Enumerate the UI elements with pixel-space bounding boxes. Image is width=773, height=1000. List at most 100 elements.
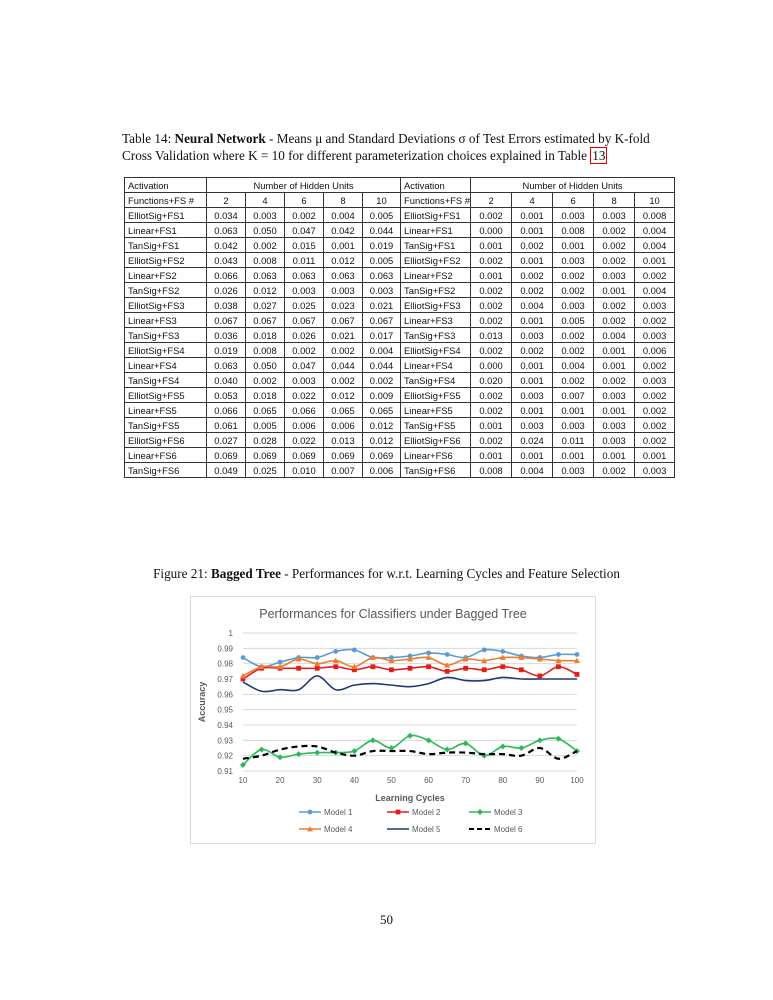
- table-cell: 0.003: [284, 372, 324, 388]
- row-label: Linear+FS6: [124, 447, 207, 463]
- table-cell: 0.007: [552, 387, 595, 403]
- table-cell: 0.004: [511, 297, 554, 313]
- table-cell: 0.004: [634, 282, 676, 298]
- legend-label-model-6: Model 6: [494, 825, 523, 834]
- table-cell: 0.003: [511, 327, 554, 343]
- table-cell: 0.008: [470, 462, 513, 478]
- row-label: ElliotSig+FS5: [124, 387, 207, 403]
- table-cell: 0.040: [206, 372, 246, 388]
- row-label: TanSig+FS6: [400, 462, 472, 478]
- table-cell: 0.003: [323, 282, 363, 298]
- table-cell: 0.002: [245, 237, 285, 253]
- table-cell: 0.002: [593, 312, 636, 328]
- table-cell: 0.002: [470, 297, 513, 313]
- table-cell: 0.063: [361, 267, 402, 283]
- model-2-point: [240, 676, 246, 682]
- model-2-point: [314, 665, 320, 671]
- table-cell: 0.026: [206, 282, 246, 298]
- model-1-point: [481, 647, 487, 653]
- table-row: ElliotSig+FS6 0.027 0.028 0.022 0.013 0.012 El…: [124, 432, 676, 448]
- table-cell: 0.067: [245, 312, 285, 328]
- table-cell: 0.003: [245, 207, 285, 223]
- table-cell: 0.001: [593, 357, 636, 373]
- model-2-point: [407, 665, 413, 671]
- table-cell: 0.008: [552, 222, 595, 238]
- row-label: Linear+FS2: [400, 267, 472, 283]
- table-cell: 0.012: [245, 282, 285, 298]
- table-cell: 0.002: [593, 237, 636, 253]
- model-5-line: [242, 675, 577, 693]
- table-cell: 0.003: [284, 282, 324, 298]
- table-reference-link[interactable]: 13: [590, 147, 608, 164]
- x-tick-label: 50: [387, 776, 396, 785]
- header-hidden-units: Number of Hidden Units: [470, 177, 676, 193]
- table-cell: 0.061: [206, 417, 246, 433]
- model-4-point: [332, 657, 339, 663]
- table-cell: 0.003: [593, 417, 636, 433]
- model-1-point: [500, 649, 506, 654]
- model-4-point: [518, 654, 525, 660]
- model-2-point: [333, 664, 339, 670]
- model-4-point: [388, 657, 395, 663]
- table-cell: 0.002: [323, 342, 363, 358]
- x-tick-label: 20: [276, 776, 285, 785]
- table-cell: 0.001: [511, 252, 554, 268]
- table-row: TanSig+FS4 0.040 0.002 0.003 0.002 0.002 TanSi…: [124, 372, 676, 388]
- table-cell: 0.002: [593, 462, 636, 478]
- model-4-point: [574, 657, 580, 663]
- y-axis-label: Accuracy: [197, 682, 207, 723]
- table-cell: 0.002: [511, 267, 554, 283]
- table-cell: 0.001: [511, 222, 554, 238]
- row-label: TanSig+FS3: [124, 327, 207, 343]
- row-label: ElliotSig+FS1: [124, 207, 207, 223]
- model-1-point: [389, 655, 394, 660]
- table-cell: 0.028: [245, 432, 285, 448]
- y-tick-label: 0.99: [217, 644, 233, 653]
- table-cell: 0.002: [284, 342, 324, 358]
- table-row: ElliotSig+FS1 0.034 0.003 0.002 0.004 0.005 El…: [124, 207, 676, 223]
- table-cell: 0.003: [552, 462, 595, 478]
- table-cell: 0.002: [552, 372, 595, 388]
- model-2-point: [444, 668, 450, 674]
- bagged-tree-chart: Performances for Classifiers under Bagge…: [190, 596, 596, 844]
- model-2-point: [296, 665, 302, 671]
- table-cell: 0.021: [361, 297, 402, 313]
- table-cell: 0.013: [470, 327, 513, 343]
- model-4-point: [277, 663, 284, 670]
- table-cell: 0.063: [323, 267, 363, 283]
- y-tick-label: 0.97: [217, 675, 233, 684]
- model-3-point: [518, 745, 525, 751]
- table-cell: 0.010: [284, 462, 324, 478]
- table-cell: 0.003: [593, 207, 636, 223]
- row-label: Linear+FS5: [400, 402, 472, 418]
- model-2-point: [463, 665, 469, 671]
- row-label: TanSig+FS2: [124, 282, 207, 298]
- table-cell: 0.069: [245, 447, 285, 463]
- table-cell: 0.012: [361, 417, 402, 433]
- header-activation: Activation: [400, 177, 472, 193]
- model-4-point: [407, 656, 413, 662]
- table-cell: 0.038: [206, 297, 246, 313]
- model-3-point: [555, 735, 562, 742]
- table-cell: 0.004: [511, 462, 554, 478]
- row-label: ElliotSig+FS3: [124, 297, 207, 313]
- table-cell: 0.067: [206, 312, 246, 328]
- model-1-point: [407, 653, 413, 659]
- table-cell: 0.034: [206, 207, 246, 223]
- table-cell: 0.001: [634, 447, 676, 463]
- table-cell: 0.063: [206, 222, 246, 238]
- table-cell: 0.012: [323, 387, 363, 403]
- row-label: Linear+FS4: [124, 357, 207, 373]
- table-cell: 0.047: [284, 357, 324, 373]
- row-label: ElliotSig+FS2: [124, 252, 207, 268]
- x-tick-label: 30: [313, 776, 322, 785]
- model-2-point: [481, 667, 487, 673]
- row-label: ElliotSig+FS4: [400, 342, 472, 358]
- table-cell: 0.005: [552, 312, 595, 328]
- header-units-value: 4: [245, 192, 285, 208]
- table-row: TanSig+FS6 0.049 0.025 0.010 0.007 0.006 TanSi…: [124, 462, 676, 478]
- table-cell: 0.066: [206, 267, 246, 283]
- model-3-point: [444, 746, 451, 753]
- table-row: ElliotSig+FS5 0.053 0.018 0.022 0.012 0.009 El…: [124, 387, 676, 403]
- row-label: Linear+FS2: [124, 267, 207, 283]
